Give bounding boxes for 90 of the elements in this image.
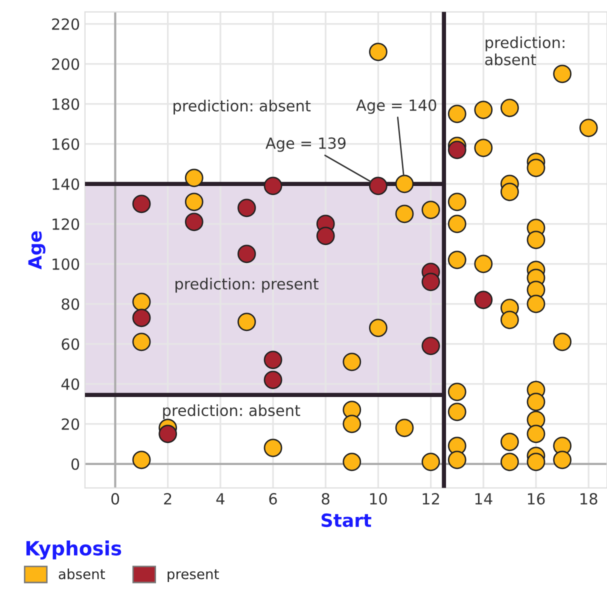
point — [448, 140, 466, 160]
x-tick-label: 2 — [164, 493, 172, 504]
point — [448, 382, 466, 402]
point — [474, 138, 493, 158]
annotation: Age = 139 — [266, 137, 346, 152]
point — [448, 104, 466, 124]
point — [526, 294, 546, 314]
point — [264, 438, 282, 458]
point — [369, 318, 388, 338]
point — [553, 64, 572, 84]
point — [316, 226, 335, 246]
y-tick-label: 200 — [52, 58, 80, 70]
y-tick-label: 160 — [52, 138, 80, 150]
point — [132, 308, 151, 328]
point — [448, 402, 466, 422]
point — [264, 176, 282, 196]
x-tick-label: 10 — [370, 493, 387, 505]
point — [132, 292, 151, 312]
point — [579, 118, 598, 138]
x-tick-label: 16 — [528, 493, 545, 505]
y-axis-title: Age — [28, 231, 46, 270]
y-tick-label: 120 — [52, 218, 80, 230]
x-tick-label: 6 — [269, 493, 277, 505]
point — [526, 424, 546, 444]
point — [238, 198, 256, 218]
point — [184, 212, 204, 232]
x-tick-label: 0 — [111, 493, 120, 505]
legend-label: present — [168, 569, 219, 582]
point — [395, 204, 414, 224]
point — [553, 450, 572, 470]
point — [422, 200, 440, 220]
point — [526, 392, 546, 412]
point — [184, 168, 204, 188]
point — [238, 312, 256, 332]
point — [474, 100, 493, 120]
point — [369, 42, 388, 62]
point — [500, 432, 519, 452]
point — [132, 194, 151, 214]
point — [132, 332, 151, 352]
x-tick-label: 14 — [475, 493, 492, 504]
point — [369, 176, 388, 196]
legend-title: Kyphosis — [26, 540, 122, 560]
annotation: prediction: absent — [163, 404, 300, 420]
y-tick-label: 220 — [52, 18, 80, 30]
point — [132, 450, 151, 470]
x-axis-title: Start — [322, 513, 372, 528]
point — [395, 174, 414, 194]
point — [422, 452, 440, 472]
point — [184, 192, 204, 212]
point — [448, 214, 466, 234]
y-tick-label: 100 — [52, 258, 80, 270]
x-tick-label: 18 — [580, 493, 598, 505]
annotation: prediction: absent — [485, 36, 564, 66]
point — [500, 98, 519, 118]
point — [553, 332, 572, 352]
x-tick-label: 12 — [422, 493, 439, 504]
y-tick-label: 0 — [71, 458, 80, 470]
point — [500, 452, 519, 472]
point — [474, 254, 493, 274]
point — [264, 350, 282, 370]
point — [238, 244, 256, 264]
point — [474, 290, 493, 310]
point — [422, 272, 440, 292]
point — [264, 370, 282, 390]
point — [526, 158, 546, 178]
point — [500, 310, 519, 330]
y-tick-label: 80 — [62, 298, 80, 310]
point — [395, 418, 414, 438]
point — [158, 424, 178, 444]
point — [448, 192, 466, 212]
band-label: prediction: present — [176, 278, 319, 293]
point — [422, 336, 440, 356]
y-tick-label: 180 — [52, 98, 80, 110]
point — [526, 452, 546, 472]
x-tick-label: 4 — [216, 493, 224, 504]
point — [448, 250, 466, 270]
y-tick-label: 60 — [62, 338, 80, 350]
point — [342, 414, 362, 434]
legend-label: absent — [58, 568, 105, 580]
point — [448, 450, 466, 470]
y-tick-label: 40 — [61, 378, 80, 390]
y-tick-label: 20 — [62, 418, 80, 430]
point — [342, 352, 362, 372]
annotation: Age = 140 — [356, 99, 436, 114]
point — [342, 452, 362, 472]
point — [526, 230, 546, 250]
x-tick-label: 8 — [322, 493, 330, 505]
annotation: prediction: absent — [174, 100, 311, 114]
y-tick-label: 140 — [52, 178, 80, 190]
point — [500, 182, 519, 202]
